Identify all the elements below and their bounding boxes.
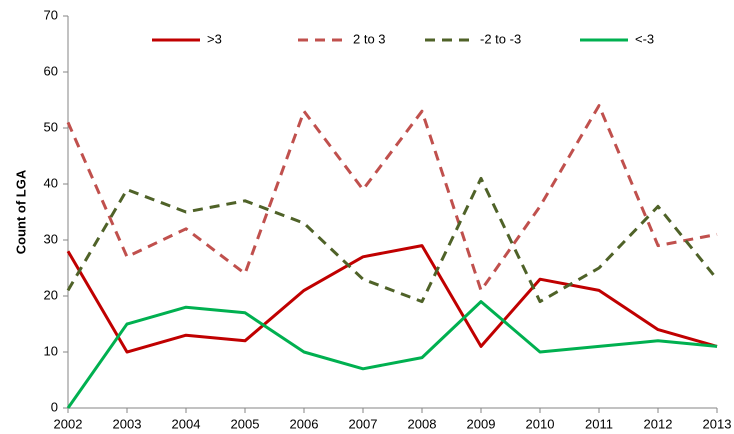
x-tick-label: 2004	[172, 416, 201, 431]
x-tick-label: 2006	[290, 416, 319, 431]
y-tick-label: 40	[44, 175, 58, 190]
series-line	[66, 104, 718, 292]
legend-label: >3	[207, 31, 222, 46]
x-tick-label: 2010	[526, 416, 555, 431]
x-tick-label: 2013	[703, 416, 732, 431]
x-tick-label: 2012	[644, 416, 673, 431]
y-tick-label: 10	[44, 343, 58, 358]
x-tick-label: 2007	[349, 416, 378, 431]
legend-label: <-3	[635, 31, 654, 46]
legend-label: -2 to -3	[480, 31, 521, 46]
x-tick-label: 2002	[54, 416, 83, 431]
y-tick-label: 60	[44, 63, 58, 78]
x-tick-label: 2008	[408, 416, 437, 431]
y-tick-label: 0	[51, 399, 58, 414]
y-tick-label: 20	[44, 287, 58, 302]
y-tick-label: 70	[44, 7, 58, 22]
x-tick-label: 2009	[467, 416, 496, 431]
x-tick-label: 2003	[113, 416, 142, 431]
y-tick-label: 30	[44, 231, 58, 246]
legend-label: 2 to 3	[353, 31, 386, 46]
x-tick-label: 2011	[585, 416, 613, 431]
y-tick-label: 50	[44, 119, 58, 134]
series-line	[66, 244, 718, 354]
x-tick-label: 2005	[231, 416, 260, 431]
series-line	[66, 176, 719, 304]
series-line	[66, 300, 718, 409]
y-axis-label: Count of LGA	[13, 169, 28, 254]
